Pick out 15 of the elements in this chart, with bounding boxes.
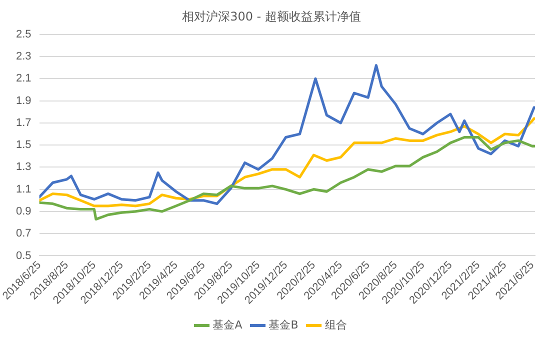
y-tick-label: 0.5 (16, 250, 32, 262)
legend-label: 基金B (268, 318, 298, 332)
y-tick-label: 2.5 (16, 28, 32, 40)
y-tick-label: 0.7 (16, 228, 32, 240)
legend-label: 组合 (324, 318, 347, 332)
y-tick-label: 2.1 (16, 72, 32, 85)
y-tick-label: 0.9 (16, 206, 32, 218)
legend-label: 基金A (212, 318, 243, 332)
chart-title: 相对沪深300 - 超额收益累计净值 (182, 9, 361, 24)
y-tick-label: 1.3 (16, 161, 32, 174)
y-tick-label: 1.7 (16, 116, 32, 129)
y-tick-label: 1.9 (16, 94, 32, 107)
y-tick-label: 1.5 (16, 139, 32, 152)
y-tick-label: 2.3 (16, 50, 32, 63)
y-tick-label: 1.1 (16, 183, 32, 196)
